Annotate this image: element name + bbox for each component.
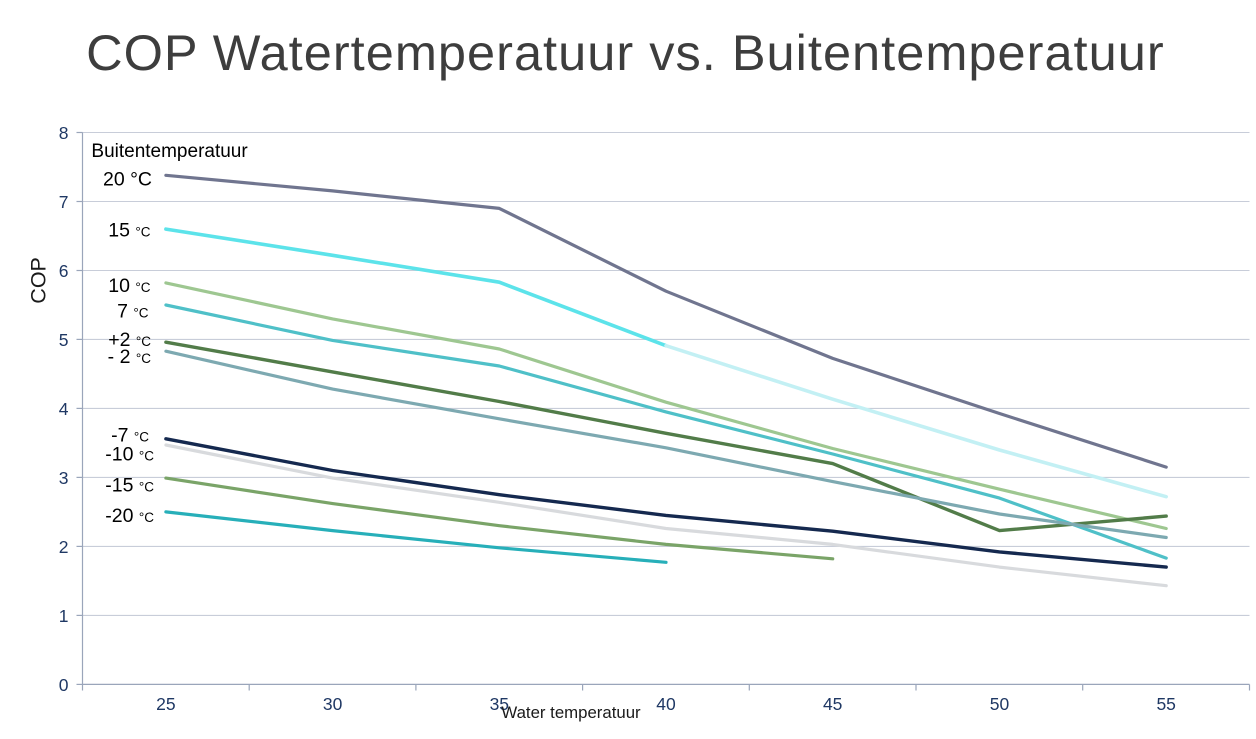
svg-text:45: 45 — [823, 694, 842, 714]
svg-text:0: 0 — [59, 675, 69, 695]
svg-text:3: 3 — [59, 468, 69, 488]
svg-text:6: 6 — [59, 261, 69, 281]
svg-text:20 °C: 20 °C — [103, 168, 152, 190]
svg-text:50: 50 — [990, 694, 1010, 714]
svg-text:30: 30 — [323, 694, 343, 714]
svg-text:10 °C: 10 °C — [108, 275, 151, 297]
svg-text:-7 °C: -7 °C — [111, 425, 149, 447]
svg-text:35: 35 — [490, 694, 509, 714]
svg-text:- 2 °C: - 2 °C — [108, 346, 152, 368]
svg-text:-10 °C: -10 °C — [105, 444, 154, 466]
svg-text:COP: COP — [26, 257, 50, 304]
svg-text:-15 °C: -15 °C — [105, 475, 154, 497]
svg-text:15 °C: 15 °C — [108, 220, 151, 242]
svg-text:4: 4 — [59, 399, 69, 419]
svg-text:Buitentemperatuur: Buitentemperatuur — [91, 141, 248, 162]
svg-text:+2 °C: +2 °C — [108, 329, 151, 351]
svg-text:-20 °C: -20 °C — [105, 505, 154, 527]
svg-text:7 °C: 7 °C — [117, 300, 149, 322]
svg-text:40: 40 — [656, 694, 676, 714]
svg-text:1: 1 — [59, 606, 69, 626]
svg-text:2: 2 — [59, 537, 69, 557]
svg-text:Water temperatuur: Water temperatuur — [501, 703, 641, 722]
svg-text:55: 55 — [1156, 694, 1175, 714]
svg-text:25: 25 — [156, 694, 175, 714]
svg-text:COP Watertemperatuur vs. Buite: COP Watertemperatuur vs. Buitentemperatu… — [86, 24, 1165, 81]
svg-text:8: 8 — [59, 123, 69, 143]
svg-text:7: 7 — [59, 192, 69, 212]
svg-text:5: 5 — [59, 330, 69, 350]
